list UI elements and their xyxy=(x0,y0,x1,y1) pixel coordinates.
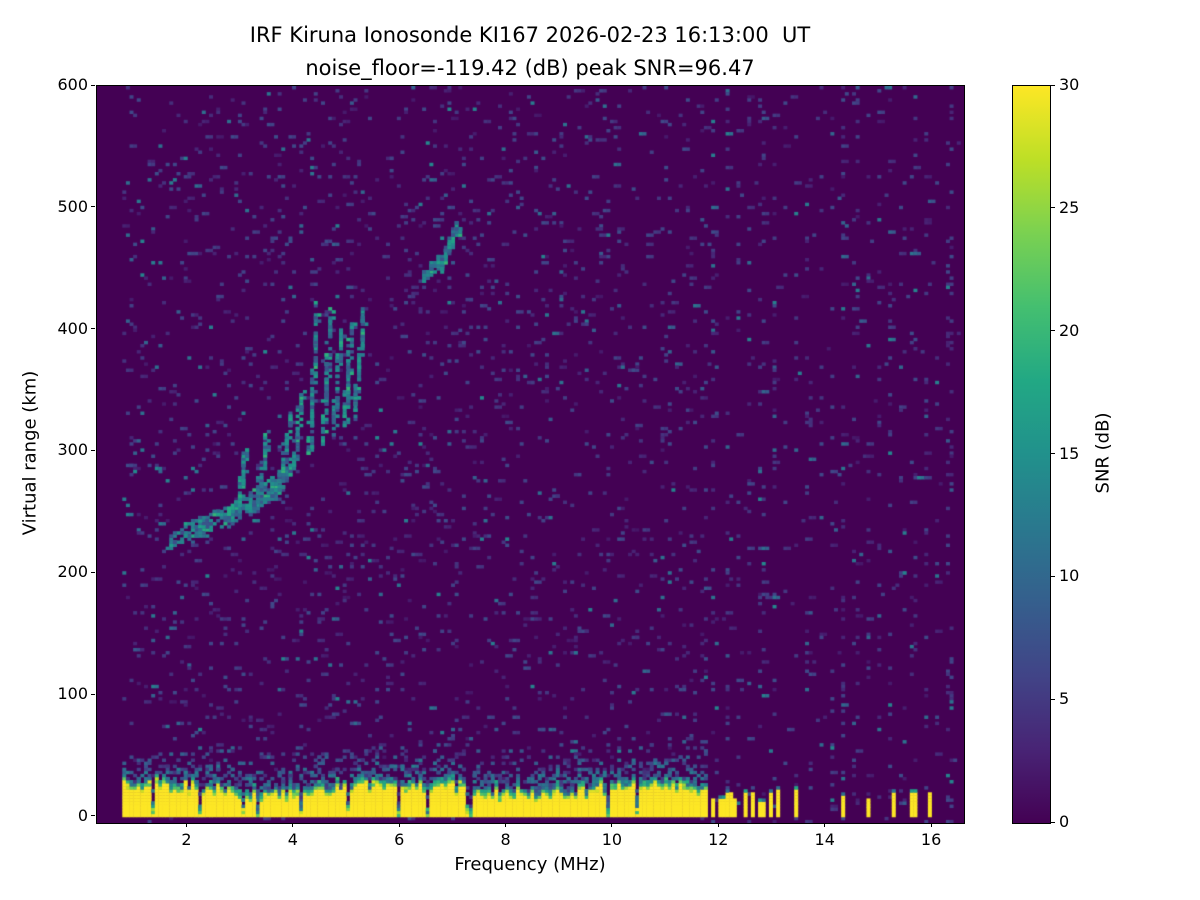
colorbar-tick-label: 0 xyxy=(1059,812,1070,831)
y-tick-label: 500 xyxy=(57,196,88,216)
y-tick-label: 100 xyxy=(57,684,88,704)
colorbar-tick-label: 15 xyxy=(1059,443,1080,463)
y-tick-mark xyxy=(91,815,95,817)
y-tick-label: 400 xyxy=(57,318,88,338)
colorbar-tick-mark xyxy=(1051,821,1055,823)
y-tick-mark xyxy=(91,84,95,86)
x-tick-mark xyxy=(717,823,719,827)
x-tick-mark xyxy=(930,823,932,827)
x-tick-label: 14 xyxy=(814,830,835,849)
y-tick-label: 200 xyxy=(57,562,88,582)
y-tick-label: 0 xyxy=(77,805,88,825)
x-tick-label: 16 xyxy=(920,830,942,849)
y-tick-label: 300 xyxy=(57,440,88,460)
colorbar-tick-label: 25 xyxy=(1059,197,1080,217)
y-tick-mark xyxy=(91,571,95,573)
colorbar-tick-mark xyxy=(1051,84,1055,86)
chart-subtitle: noise_floor=-119.42 (dB) peak SNR=96.47 xyxy=(305,56,755,80)
y-tick-mark xyxy=(91,328,95,330)
colorbar-tick-label: 10 xyxy=(1059,566,1080,586)
y-tick-label: 600 xyxy=(57,75,88,94)
colorbar-tick-mark xyxy=(1051,330,1055,332)
ionogram-heatmap-canvas xyxy=(97,86,964,823)
x-tick-label: 8 xyxy=(500,830,511,849)
x-tick-label: 6 xyxy=(394,830,405,849)
colorbar xyxy=(1012,85,1051,824)
colorbar-tick-mark xyxy=(1051,453,1055,454)
x-tick-label: 4 xyxy=(287,830,298,849)
x-tick-mark xyxy=(292,823,294,827)
x-tick-label: 10 xyxy=(601,830,623,849)
x-axis-label: Frequency (MHz) xyxy=(454,854,606,875)
y-tick-mark xyxy=(91,449,95,451)
y-tick-mark xyxy=(91,206,95,208)
x-tick-mark xyxy=(505,823,507,827)
colorbar-tick-mark xyxy=(1051,575,1055,577)
x-tick-mark xyxy=(611,823,613,827)
x-tick-label: 12 xyxy=(708,830,729,849)
x-tick-mark xyxy=(185,823,187,827)
colorbar-tick-label: 30 xyxy=(1059,75,1080,94)
x-tick-mark xyxy=(824,823,826,827)
colorbar-tick-label: 5 xyxy=(1059,689,1070,709)
chart-title: IRF Kiruna Ionosonde KI167 2026-02-23 16… xyxy=(249,23,811,47)
plot-area xyxy=(96,85,965,824)
x-tick-label: 2 xyxy=(181,830,192,849)
colorbar-tick-mark xyxy=(1051,698,1055,700)
colorbar-tick-mark xyxy=(1051,207,1055,209)
x-tick-mark xyxy=(398,823,400,827)
colorbar-tick-label: 20 xyxy=(1059,320,1080,340)
y-tick-mark xyxy=(91,693,95,695)
